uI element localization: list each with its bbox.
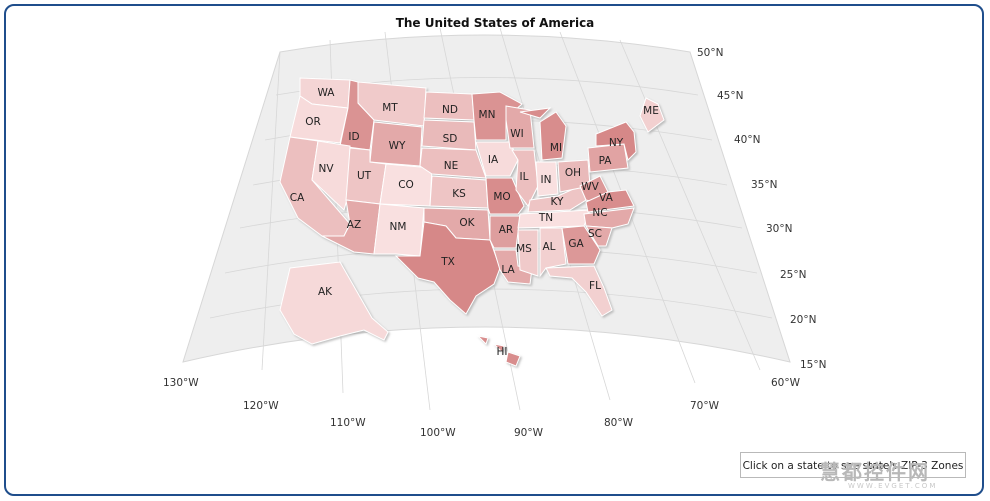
lat-label: 45°N <box>717 90 743 102</box>
lat-label: 30°N <box>766 223 792 235</box>
state-ak[interactable] <box>279 261 389 345</box>
lat-label: 25°N <box>780 269 806 281</box>
state-fl[interactable] <box>545 265 613 317</box>
state-va[interactable] <box>585 189 635 213</box>
state-label: ND <box>442 104 458 116</box>
state-label: LA <box>501 264 515 276</box>
state-label: NC <box>592 207 607 219</box>
state-la[interactable] <box>493 249 533 285</box>
state-hi[interactable] <box>476 335 521 367</box>
state-label: AR <box>499 224 513 236</box>
state-label: WI <box>510 128 523 140</box>
state-label: CA <box>290 192 305 204</box>
state-label: OR <box>305 116 321 128</box>
state-label: CO <box>398 179 414 191</box>
watermark-site: WWW.EVGET.COM <box>848 482 938 490</box>
state-il[interactable] <box>511 149 539 207</box>
state-mn[interactable] <box>471 91 523 141</box>
lat-label: 20°N <box>790 314 816 326</box>
map-hint-box: Click on a state to see state's ZIP-3 Zo… <box>740 452 966 478</box>
state-label: PA <box>599 155 613 167</box>
lon-label: 90°W <box>514 427 544 439</box>
state-label: FL <box>589 280 601 292</box>
state-label: HI <box>497 346 508 358</box>
state-ny[interactable] <box>595 121 637 161</box>
state-label: IA <box>488 154 499 166</box>
state-label: NY <box>609 137 624 149</box>
state-label: VA <box>599 192 614 204</box>
state-nm[interactable] <box>373 203 425 257</box>
lon-label: 70°W <box>690 400 720 412</box>
state-tx[interactable] <box>394 221 501 315</box>
state-label: MI <box>550 142 562 154</box>
lat-label: 35°N <box>751 179 777 191</box>
lat-label: 50°N <box>697 47 723 59</box>
state-label: NM <box>390 221 407 233</box>
state-mt[interactable] <box>357 81 427 127</box>
state-ga[interactable] <box>561 225 601 265</box>
state-me[interactable] <box>639 97 665 133</box>
latitude-labels: 50°N 45°N 40°N 35°N 30°N 25°N 20°N 15°N <box>697 47 826 371</box>
state-label: ID <box>348 131 359 143</box>
state-label: NV <box>318 163 334 175</box>
state-labels: WA OR CA ID NV MT WY UT AZ CO NM ND SD N… <box>290 87 659 358</box>
lon-label: 80°W <box>604 417 634 429</box>
state-mo[interactable] <box>485 177 525 215</box>
state-label: WY <box>389 140 406 152</box>
state-wi[interactable] <box>505 105 535 149</box>
state-label: NE <box>444 160 459 172</box>
state-label: AZ <box>347 219 361 231</box>
lon-label: 110°W <box>330 417 366 429</box>
map-title: The United States of America <box>395 16 595 30</box>
state-label: MN <box>479 109 496 121</box>
state-label: UT <box>357 170 372 182</box>
longitude-labels: 130°W 120°W 110°W 100°W 90°W 80°W 70°W 6… <box>163 377 801 439</box>
state-label: WA <box>318 87 336 99</box>
state-nc[interactable] <box>583 207 635 229</box>
state-label: SD <box>443 133 458 145</box>
state-label: AL <box>542 241 555 253</box>
watermark-logo: 慧都控件网 <box>820 460 930 484</box>
lon-label: 100°W <box>420 427 456 439</box>
lat-label: 40°N <box>734 134 760 146</box>
state-label: TN <box>538 212 553 224</box>
lon-label: 130°W <box>163 377 199 389</box>
state-label: SC <box>588 228 602 240</box>
state-label: MT <box>382 102 398 114</box>
lat-label: 15°N <box>800 359 826 371</box>
state-in[interactable] <box>535 161 559 197</box>
state-label: MO <box>493 191 510 203</box>
state-ia[interactable] <box>475 141 519 177</box>
state-label: KY <box>551 196 565 208</box>
state-label: GA <box>568 238 584 250</box>
state-label: WV <box>581 181 599 193</box>
lon-label: 60°W <box>771 377 801 389</box>
state-mi[interactable] <box>519 107 567 161</box>
state-label: OK <box>459 217 475 229</box>
lon-label: 120°W <box>243 400 279 412</box>
state-ne[interactable] <box>419 147 487 179</box>
state-label: MS <box>516 243 532 255</box>
state-al[interactable] <box>539 227 567 278</box>
state-label: IN <box>541 174 552 186</box>
state-label: ME <box>643 105 659 117</box>
state-label: TX <box>440 256 455 268</box>
state-label: KS <box>452 188 466 200</box>
states[interactable] <box>279 77 665 367</box>
state-label: IL <box>520 171 529 183</box>
state-label: OH <box>565 167 581 179</box>
state-label: AK <box>318 286 333 298</box>
state-sc[interactable] <box>585 225 613 247</box>
state-ms[interactable] <box>517 229 539 277</box>
state-ar[interactable] <box>489 215 521 249</box>
